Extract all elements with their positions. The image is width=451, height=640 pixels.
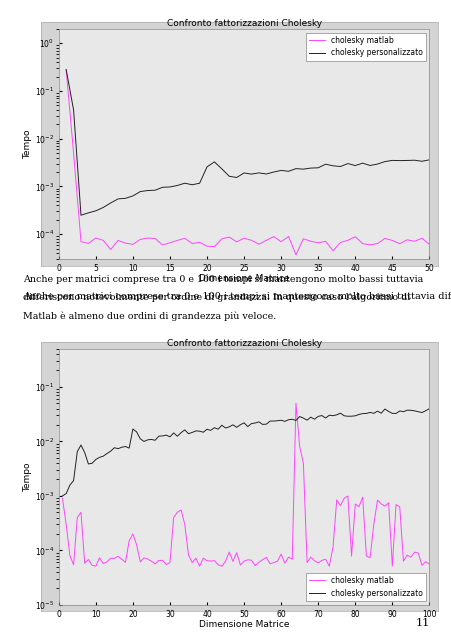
cholesky personalizzato — [174, 182, 179, 189]
cholesky matlab — [300, 235, 305, 243]
cholesky personalizzato — [278, 417, 283, 424]
cholesky matlab — [315, 559, 320, 566]
cholesky personalizzato — [426, 405, 431, 413]
Text: 11: 11 — [414, 618, 428, 628]
cholesky matlab — [426, 241, 431, 248]
Text: Matlab è almeno due ordini di grandezza più veloce.: Matlab è almeno due ordini di grandezza … — [23, 311, 275, 321]
cholesky matlab — [82, 559, 87, 567]
cholesky personalizzato — [167, 183, 172, 191]
cholesky personalizzato — [333, 411, 339, 419]
cholesky personalizzato — [82, 449, 87, 456]
Legend: cholesky matlab, cholesky personalizzato: cholesky matlab, cholesky personalizzato — [305, 573, 425, 601]
Line: cholesky matlab: cholesky matlab — [66, 70, 428, 255]
Text: differiscono notevolmente per ordine di grandezza. In questo caso l'algoritmo di: differiscono notevolmente per ordine di … — [23, 293, 409, 302]
cholesky matlab — [226, 548, 231, 556]
Title: Confronto fattorizzazioni Cholesky: Confronto fattorizzazioni Cholesky — [166, 339, 321, 348]
Y-axis label: Tempo: Tempo — [23, 462, 32, 492]
cholesky personalizzato — [426, 156, 431, 164]
cholesky personalizzato — [300, 165, 305, 173]
X-axis label: Dimensione Matrice: Dimensione Matrice — [198, 620, 289, 629]
Line: cholesky personalizzato: cholesky personalizzato — [66, 70, 428, 215]
cholesky personalizzato — [226, 423, 231, 431]
Line: cholesky matlab: cholesky matlab — [62, 403, 428, 566]
cholesky matlab — [167, 239, 172, 246]
cholesky matlab — [278, 550, 283, 558]
cholesky personalizzato — [148, 436, 154, 444]
cholesky personalizzato — [315, 413, 320, 420]
Line: cholesky personalizzato: cholesky personalizzato — [62, 409, 428, 496]
cholesky matlab — [426, 561, 431, 568]
cholesky matlab — [137, 236, 143, 243]
X-axis label: Dimensione Matrice: Dimensione Matrice — [198, 275, 289, 284]
cholesky matlab — [148, 557, 154, 565]
cholesky personalizzato — [137, 188, 143, 195]
cholesky personalizzato — [322, 161, 327, 168]
cholesky personalizzato — [419, 157, 424, 165]
Text: Anche per matrici comprese tra 0 e 100 i tempi si mantengono molto bassi tuttavi: Anche per matrici comprese tra 0 e 100 i… — [23, 291, 451, 301]
Y-axis label: Tempo: Tempo — [23, 129, 32, 159]
Text: Anche per matrici comprese tra 0 e 100 i tempi si mantengono molto bassi tuttavi: Anche per matrici comprese tra 0 e 100 i… — [23, 275, 422, 284]
cholesky matlab — [322, 237, 327, 245]
cholesky matlab — [333, 496, 339, 504]
Title: Confronto fattorizzazioni Cholesky: Confronto fattorizzazioni Cholesky — [166, 19, 321, 28]
cholesky matlab — [419, 234, 424, 242]
cholesky matlab — [174, 237, 179, 244]
Legend: cholesky matlab, cholesky personalizzato: cholesky matlab, cholesky personalizzato — [305, 33, 425, 61]
